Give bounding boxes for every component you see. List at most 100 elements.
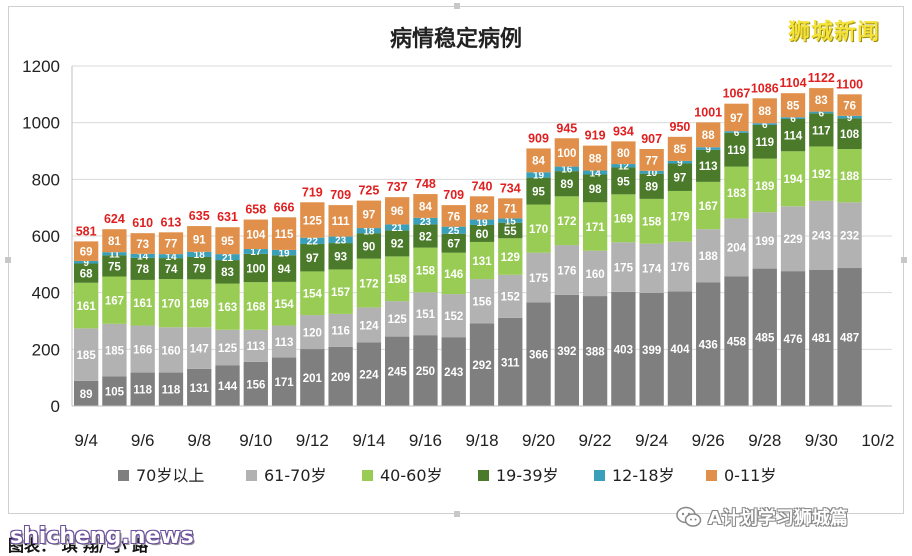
segment-value-label: 115 bbox=[275, 229, 294, 241]
x-tick-label: 9/12 bbox=[296, 431, 329, 450]
segment-value-label: 100 bbox=[246, 263, 265, 275]
bar-segment bbox=[554, 196, 579, 246]
segment-value-label: 114 bbox=[784, 131, 803, 143]
total-value-label: 709 bbox=[330, 188, 351, 202]
segment-value-label: 83 bbox=[221, 267, 234, 279]
bar-segment bbox=[130, 372, 155, 406]
bar-segment bbox=[554, 171, 579, 197]
segment-value-label: 172 bbox=[557, 216, 576, 228]
y-tick-label: 400 bbox=[32, 284, 60, 303]
segment-value-label: 6 bbox=[762, 120, 768, 131]
bar-segment bbox=[271, 249, 297, 256]
bar-segment bbox=[469, 323, 495, 406]
bar-segment bbox=[809, 113, 834, 147]
bar-segment bbox=[611, 291, 636, 406]
bar-segment bbox=[809, 269, 834, 406]
resize-handle-right[interactable] bbox=[901, 257, 907, 263]
bar-segment bbox=[385, 336, 410, 406]
bar-segment bbox=[469, 224, 495, 242]
total-value-label: 610 bbox=[132, 216, 153, 230]
bar-segment bbox=[385, 256, 410, 302]
segment-value-label: 77 bbox=[645, 155, 658, 167]
segment-value-label: 113 bbox=[275, 337, 294, 349]
bar-segment bbox=[187, 256, 212, 280]
bar-segment bbox=[413, 194, 438, 218]
segment-value-label: 167 bbox=[699, 201, 718, 213]
total-value-label: 719 bbox=[302, 185, 323, 199]
bar-segment bbox=[667, 291, 693, 406]
resize-handle-top[interactable] bbox=[454, 3, 460, 9]
bar-segment bbox=[582, 174, 608, 203]
bar-segment bbox=[498, 222, 523, 239]
bar-stack: 458 204 183 119 6 97 1067 bbox=[723, 87, 750, 406]
bar-segment bbox=[243, 361, 268, 406]
segment-value-label: 188 bbox=[699, 251, 719, 263]
bar-segment bbox=[780, 271, 806, 406]
segment-value-label: 183 bbox=[727, 188, 746, 200]
bar-segment bbox=[356, 228, 382, 234]
bar-segment bbox=[328, 313, 353, 347]
segment-value-label: 97 bbox=[674, 173, 687, 185]
bar-segment bbox=[271, 255, 297, 282]
bar-segment bbox=[611, 167, 636, 195]
segment-value-label: 82 bbox=[476, 203, 489, 215]
segment-value-label: 392 bbox=[557, 346, 576, 358]
bar-stack: 250 151 158 82 23 84 748 bbox=[413, 177, 438, 406]
bar-segment bbox=[809, 88, 834, 112]
bar-segment bbox=[187, 251, 212, 257]
segment-value-label: 158 bbox=[642, 217, 662, 229]
bar-segment bbox=[243, 329, 268, 362]
bar-segment bbox=[187, 279, 212, 328]
resize-handle-bottom[interactable] bbox=[454, 511, 460, 517]
segment-value-label: 170 bbox=[529, 224, 548, 236]
segment-value-label: 9 bbox=[847, 113, 853, 124]
segment-value-label: 154 bbox=[274, 299, 294, 311]
bar-segment bbox=[724, 132, 749, 167]
legend-label: 70岁以上 bbox=[136, 466, 204, 485]
segment-value-label: 292 bbox=[472, 360, 491, 372]
legend-label: 19-39岁 bbox=[496, 466, 559, 485]
bar-segment bbox=[271, 217, 297, 250]
bar-segment bbox=[582, 296, 608, 406]
segment-value-label: 113 bbox=[699, 161, 718, 173]
bar-segment bbox=[639, 173, 664, 199]
segment-value-label: 97 bbox=[362, 210, 375, 222]
bar-segment bbox=[158, 279, 184, 328]
segment-value-label: 82 bbox=[419, 231, 432, 243]
bar-segment bbox=[724, 276, 749, 406]
legend-label: 40-60岁 bbox=[380, 466, 443, 485]
bar-segment bbox=[469, 241, 495, 280]
resize-handle-left[interactable] bbox=[5, 257, 11, 263]
bar-segment bbox=[752, 124, 777, 159]
bar-segment bbox=[667, 136, 693, 161]
bar-segment bbox=[73, 328, 99, 381]
segment-value-label: 17 bbox=[250, 247, 262, 258]
bar-segment bbox=[809, 146, 834, 201]
x-tick-label: 9/26 bbox=[692, 431, 725, 450]
segment-value-label: 94 bbox=[278, 264, 291, 276]
bar-segment bbox=[413, 335, 438, 406]
segment-value-label: 131 bbox=[190, 383, 210, 395]
segment-value-label: 171 bbox=[586, 222, 606, 234]
segment-value-label: 6 bbox=[790, 114, 796, 125]
segment-value-label: 366 bbox=[529, 350, 548, 362]
segment-value-label: 176 bbox=[557, 265, 576, 277]
bar-segment bbox=[526, 204, 551, 253]
segment-value-label: 154 bbox=[303, 289, 323, 301]
segment-value-label: 161 bbox=[77, 301, 97, 313]
segment-value-label: 171 bbox=[274, 377, 294, 389]
segment-value-label: 163 bbox=[218, 302, 237, 314]
segment-value-label: 19 bbox=[476, 218, 488, 229]
segment-value-label: 95 bbox=[617, 176, 630, 188]
segment-value-label: 92 bbox=[391, 239, 404, 251]
bars: 8918516168969581105185167751181624118166… bbox=[73, 71, 863, 406]
segment-value-label: 167 bbox=[105, 296, 124, 308]
bar-segment bbox=[300, 237, 325, 244]
segment-value-label: 125 bbox=[303, 215, 323, 227]
bar-segment bbox=[102, 376, 127, 406]
segment-value-label: 79 bbox=[193, 264, 206, 276]
bar-segment bbox=[780, 93, 806, 118]
segment-value-label: 146 bbox=[444, 269, 463, 281]
bar-segment bbox=[215, 329, 240, 366]
